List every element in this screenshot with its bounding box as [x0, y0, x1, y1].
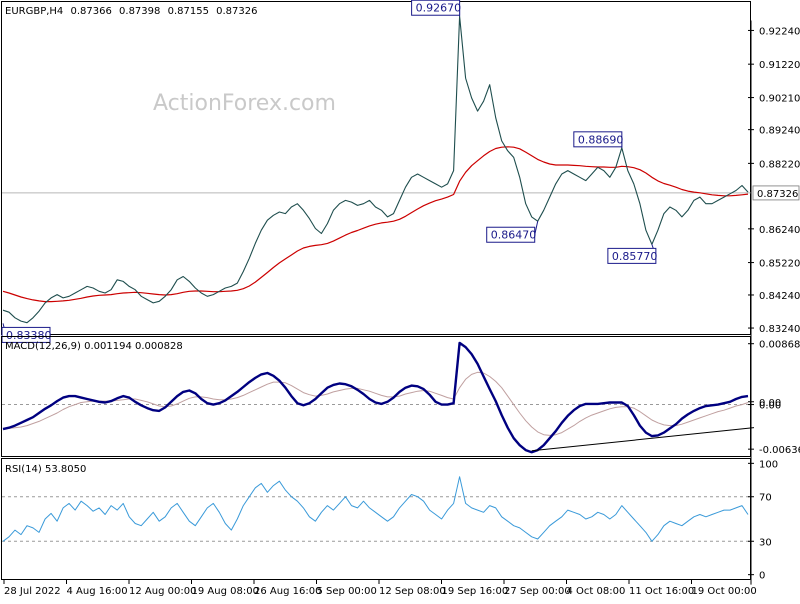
price-panel: EURGBP,H4 0.87366 0.87398 0.87155 0.8732…: [2, 0, 800, 342]
price-tick-label: 0.88220: [759, 159, 800, 170]
rsi-tick-label: 70: [759, 493, 772, 504]
current-price-label: 0.87326: [757, 189, 798, 200]
rsi-axis: 100 70 30 0: [748, 453, 778, 584]
macd-series-layer: [2, 343, 754, 452]
moving-average-line: [3, 147, 748, 302]
price-tick-label: 0.83240: [759, 324, 800, 335]
low-value: 0.87155: [168, 6, 209, 17]
time-tick-label: 12 Sep 08:00: [379, 586, 446, 597]
rsi-label: RSI(14) 53.8050: [5, 464, 86, 475]
time-tick-label: 27 Sep 00:00: [504, 586, 571, 597]
price-tick-label: 0.85220: [759, 259, 800, 270]
macd-tick-label: -0.006366: [759, 445, 800, 456]
rsi-panel-frame: [2, 459, 751, 580]
macd-label: MACD(12,26,9) 0.001194 0.000828: [5, 341, 183, 352]
macd-panel-frame: [2, 337, 751, 457]
time-tick-label: 26 Aug 16:00: [254, 586, 321, 597]
rsi-tick-label: 30: [759, 537, 772, 548]
price-tick-label: 0.92240: [759, 26, 800, 37]
time-tick-label: 4 Oct 08:00: [567, 586, 626, 597]
watermark: ActionForex.com: [153, 91, 336, 116]
rsi-tick-label: 0: [759, 571, 765, 582]
time-tick-label: 5 Sep 00:00: [317, 586, 377, 597]
price-tick-label: 0.86240: [759, 225, 800, 236]
rsi-panel: RSI(14) 53.8050 100 70 30 0: [2, 453, 779, 584]
macd-line: [3, 343, 748, 452]
price-line: [3, 16, 748, 323]
macd-signal-line: [3, 372, 748, 435]
time-tick-label: 19 Aug 08:00: [192, 586, 259, 597]
close-value: 0.87326: [216, 6, 257, 17]
macd-axis: 0.0086860.000.00-0.006366: [748, 334, 800, 459]
price-tick-label: 0.84240: [759, 291, 800, 302]
time-tick-label: 12 Aug 00:00: [129, 586, 196, 597]
price-tick-label: 0.89240: [759, 126, 800, 137]
high-value: 0.87398: [119, 6, 160, 17]
rsi-tick-label: 100: [759, 459, 778, 470]
annotation-label: 0.83380: [6, 329, 52, 342]
price-series-layer: [2, 16, 751, 323]
time-tick-label: 19 Sep 16:00: [442, 586, 509, 597]
annotation-label: 0.88690: [578, 133, 624, 146]
open-value: 0.87366: [70, 6, 111, 17]
macd-tick-label: 0.008686: [759, 340, 800, 351]
annotation-label: 0.92670: [416, 2, 462, 15]
price-tick-label: 0.91220: [759, 60, 800, 71]
rsi-series-layer: [2, 477, 751, 542]
time-tick-label: 11 Oct 16:00: [629, 586, 694, 597]
time-tick-label: 19 Oct 00:00: [692, 586, 757, 597]
rsi-line: [3, 477, 748, 542]
symbol-header: EURGBP,H4 0.87366 0.87398 0.87155 0.8732…: [5, 6, 257, 17]
annotation-label: 0.86470: [491, 229, 537, 242]
macd-panel: MACD(12,26,9) 0.001194 0.000828 0.008686…: [2, 334, 800, 459]
symbol-label: EURGBP,H4: [5, 6, 63, 17]
price-axis: 0.92240 0.91220 0.90210 0.89240 0.88220 0.862…: [748, 20, 800, 338]
time-tick-label: 4 Aug 16:00: [67, 586, 128, 597]
macd-tick-label: 0.00: [759, 401, 781, 412]
time-tick-label: 28 Jul 2022: [4, 586, 61, 597]
price-tick-label: 0.90210: [759, 94, 800, 105]
annotation-label: 0.85770: [612, 250, 658, 263]
